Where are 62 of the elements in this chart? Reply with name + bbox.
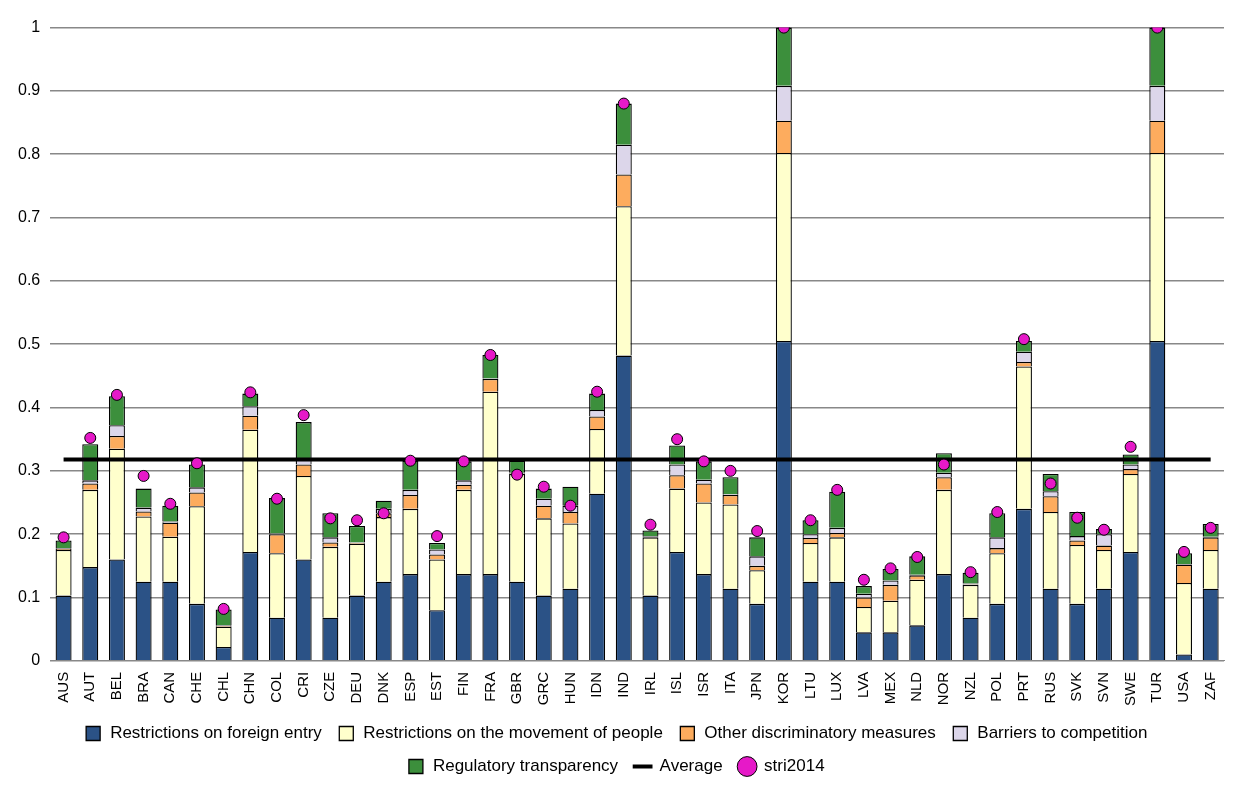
x-tick-label: EST [427,671,445,702]
x-tick-label: TUR [1147,671,1165,703]
x-tick-label: RUS [1040,671,1058,704]
y-tick-label: 0.1 [17,587,41,605]
x-tick-label: NZL [960,671,978,701]
x-tick-label: LTU [800,671,818,700]
legend-label: Barriers to competition [977,723,1148,743]
legend-label: stri2014 [764,756,825,776]
x-tick-label: NLD [907,671,925,702]
x-tick-label: SVK [1067,671,1085,702]
x-tick-label: POL [987,671,1005,702]
x-tick-label: IND [613,671,631,698]
x-tick-label: CHL [213,671,231,702]
y-tick-label: 0.5 [17,334,41,352]
x-tick-label: ISL [667,671,685,695]
x-tick-label: FRA [480,671,498,702]
y-tick-label: 0.2 [17,524,41,542]
x-tick-label: USA [1174,671,1192,703]
x-tick-label: BRA [133,671,151,703]
x-tick-label: IDN [587,671,605,698]
legend-label: Restrictions on foreign entry [110,723,323,743]
x-tick-label: CHE [187,671,205,704]
x-tick-label: MEX [880,671,898,705]
x-tick-label: CZE [320,671,338,702]
x-tick-label: PRT [1014,671,1032,702]
x-tick-label: SWE [1120,671,1138,706]
y-tick-label: 0 [31,651,41,669]
legend-label: Average [659,756,723,776]
x-tick-label: IRL [640,671,658,696]
x-tick-label: GBR [507,671,525,705]
y-tick-label: 0.9 [17,81,41,99]
x-tick-label: CHN [240,671,258,705]
y-tick-label: 0.6 [17,271,41,289]
x-tick-label: DNK [373,671,391,704]
x-tick-label: COL [267,671,285,703]
x-tick-label: AUS [53,671,71,703]
x-tick-label: ITA [720,671,738,695]
y-tick-label: 0.7 [17,207,41,225]
x-tick-label: SVN [1094,671,1112,703]
x-tick-label: ZAF [1200,671,1218,701]
x-tick-label: LVA [854,671,872,698]
x-tick-label: JPN [747,671,765,701]
y-tick-label: 0.3 [17,461,41,479]
x-tick-label: CAN [160,671,178,704]
x-tick-label: LUX [827,671,845,702]
x-tick-label: KOR [773,671,791,705]
x-tick-label: ESP [400,671,418,702]
y-tick-label: 0.4 [17,397,41,415]
x-tick-label: NOR [934,671,952,706]
legend-label: Other discriminatory measures [704,723,936,743]
y-tick-label: 1 [31,18,41,36]
legend-label: Regulatory transparency [432,756,619,776]
x-tick-label: AUT [80,671,98,702]
x-tick-label: GRC [533,671,551,706]
x-tick-label: HUN [560,671,578,705]
x-tick-label: BEL [107,671,125,701]
y-tick-label: 0.8 [17,144,41,162]
x-tick-label: DEU [347,671,365,704]
x-tick-label: ISR [693,671,711,697]
legend-label: Restrictions on the movement of people [363,723,663,743]
x-tick-label: FIN [453,671,471,696]
x-tick-label: CRI [293,671,311,698]
